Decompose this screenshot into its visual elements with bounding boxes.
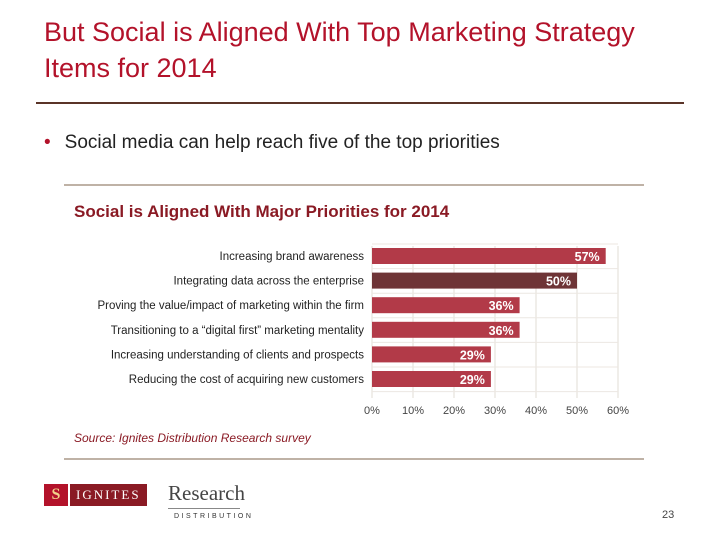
bar (372, 371, 491, 387)
bar (372, 321, 520, 338)
slide-title: But Social is Aligned With Top Marketing… (44, 17, 635, 83)
bar-value-label: 29% (460, 348, 485, 362)
logo-divider (168, 508, 240, 509)
chart-top-divider (64, 184, 644, 186)
bar (372, 248, 606, 264)
bar-value-label: 36% (489, 324, 514, 338)
bar-value-label: 57% (575, 250, 600, 264)
page-number: 23 (662, 509, 675, 521)
bullet-text: Social media can help reach five of the … (64, 132, 500, 153)
chart-source: Source: Ignites Distribution Research su… (74, 431, 311, 445)
logo-distribution-text: DISTRIBUTION (174, 513, 254, 520)
bar (372, 272, 577, 289)
x-tick-label: 60% (607, 405, 629, 417)
category-label: Increasing understanding of clients and … (111, 349, 364, 361)
ignites-research-logo: S IGNITES Research DISTRIBUTION (44, 481, 251, 524)
bullet-marker: • (44, 132, 51, 153)
x-tick-label: 20% (443, 405, 465, 417)
bar (372, 297, 520, 314)
category-label: Transitioning to a “digital first” marke… (111, 325, 365, 337)
category-label: Integrating data across the enterprise (173, 276, 364, 288)
bar-value-label: 36% (489, 299, 514, 313)
logo-mark: S (44, 484, 68, 506)
x-tick-label: 40% (525, 405, 547, 417)
bullet-point: • Social media can help reach five of the… (44, 132, 500, 154)
chart-bottom-divider (64, 458, 644, 460)
bar-value-label: 29% (460, 373, 485, 387)
category-label: Increasing brand awareness (220, 251, 365, 263)
bar-value-label: 50% (546, 275, 571, 289)
chart-title: Social is Aligned With Major Priorities … (74, 202, 450, 221)
category-label: Proving the value/impact of marketing wi… (97, 300, 364, 312)
x-tick-label: 10% (402, 405, 424, 417)
logo-research-text: Research (168, 481, 245, 505)
category-label: Reducing the cost of acquiring new custo… (129, 374, 364, 386)
x-tick-label: 50% (566, 405, 588, 417)
logo-ignites-text: IGNITES (70, 484, 147, 506)
x-tick-label: 30% (484, 405, 506, 417)
x-tick-label: 0% (364, 405, 380, 417)
bar (372, 346, 491, 363)
title-divider (36, 102, 684, 104)
